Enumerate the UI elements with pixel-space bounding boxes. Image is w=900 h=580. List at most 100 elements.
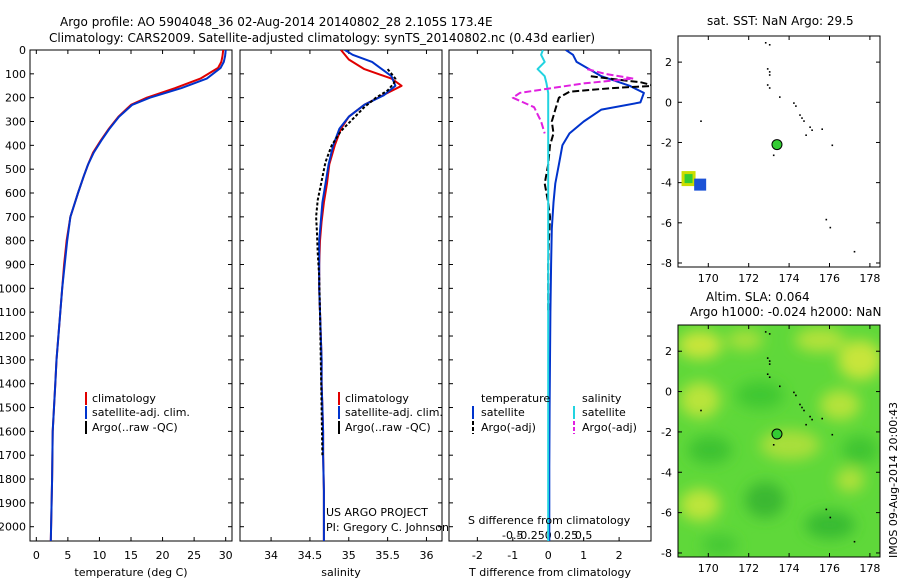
sla-islands [700,331,856,543]
y-tick-label: 1700 [0,449,26,462]
legend-s-satellite: satellite [582,406,626,419]
y-tick-label: -8 [661,257,672,270]
x-tick-label: 174 [779,562,800,575]
x-tick-label: 15 [124,549,138,562]
temperature-panel: 0100200300400500600700800900100011001200… [0,44,233,579]
x-tick-label: 176 [819,562,840,575]
sla-title-line1: Altim. SLA: 0.064 [706,290,810,304]
legend-climatology: climatology [92,392,156,405]
island-dot [799,403,801,406]
series-satellite-adj-clim- [318,50,397,541]
y-tick-label: 0 [665,96,672,109]
x-tick-label: 172 [738,562,759,575]
island-dot [803,120,805,122]
island-dot [801,406,803,409]
y-tick-label: 2000 [0,521,26,534]
x-tick-label: -1 [507,549,518,562]
x-tick-label: 174 [779,272,800,285]
island-dot [700,120,702,122]
island-dot [799,114,801,116]
y-tick-label: 1100 [0,306,26,319]
x-tick-label: 20 [156,549,170,562]
island-dot [829,226,832,229]
x-tick-label: 1 [580,549,587,562]
x-tick-label: 36 [419,549,433,562]
x2-tick-label: 0.25 [554,529,579,542]
y-tick-label: 1900 [0,497,26,510]
island-dot [766,357,769,359]
imos-timestamp: IMOS 09-Aug-2014 20:00:43 [887,402,900,558]
y-tick-label: 500 [5,163,26,176]
y-tick-label: 2 [665,56,672,69]
x-tick-label: 2 [616,549,623,562]
island-dot [779,96,781,98]
island-dot [768,360,771,362]
series-t-satellite [548,50,645,541]
legend-climatology: climatology [345,392,409,405]
island-dot [853,540,856,543]
island-dot [821,417,823,420]
y-tick-label: -4 [661,466,672,479]
island-dot [772,154,775,157]
legend-s-argo: Argo(-adj) [582,421,637,434]
series-climatology [318,50,403,541]
difference-legend: temperature satellite Argo(-adj) salinit… [472,392,637,434]
y-tick-label: 400 [5,139,26,152]
sst-chip-argo [694,178,707,191]
salinity-legend: climatology satellite-adj. clim. Argo(..… [338,392,443,434]
island-dot [795,394,797,397]
island-dot [821,128,823,130]
island-dot [825,218,828,221]
sal-x-axis-label: salinity [321,566,361,579]
temp-series-group [49,50,227,541]
island-dot [805,134,807,136]
island-dot [795,105,797,107]
legend-satellite-adj: satellite-adj. clim. [345,406,443,419]
difference-panel: -2 -1 0 1 2 T difference from climatology -0.5… [448,49,652,579]
island-dot [809,415,811,418]
temperature-legend: climatology satellite-adj. clim. Argo(..… [85,392,190,434]
salinity-panel: 34 34.5 35 35.5 36 salinity [239,49,443,579]
y-tick-label: 1600 [0,425,26,438]
legend-temperature-heading: temperature [481,392,550,405]
island-dot [768,333,771,335]
island-dot [768,363,771,365]
island-dot [779,385,781,388]
island-dot [811,129,813,131]
x-tick-label: 10 [92,549,106,562]
y-tick-label: 1400 [0,378,26,391]
y-tick-label: 0 [19,44,26,57]
y-tick-label: 700 [5,211,26,224]
y-tick-label: 1300 [0,354,26,367]
island-dot [766,68,769,70]
x-tick-label: 170 [698,272,719,285]
y-tick-label: 1200 [0,330,26,343]
series-satellite-adj-clim- [49,50,227,541]
sal-axes-frame [239,49,443,542]
y-tick-label: 600 [5,187,26,200]
sla-heatmap [678,325,880,557]
sst-title: sat. SST: NaN Argo: 29.5 [707,14,854,28]
x-tick-label: 35.5 [375,549,400,562]
island-dot [803,409,805,412]
pi-credit: PI: Gregory C. Johnson [326,521,449,534]
series-argo-raw-qc- [315,68,397,456]
island-dot [766,84,769,86]
figure-title-line2: Climatology: CARS2009. Satellite-adjuste… [49,31,595,45]
x-tick-label: 34 [264,549,278,562]
x-tick-label: 176 [819,272,840,285]
x-tick-label: 0 [33,549,40,562]
legend-salinity-heading: salinity [582,392,622,405]
legend-argo: Argo(..raw -QC) [345,421,431,434]
legend-t-satellite: satellite [481,406,525,419]
island-dot [793,102,795,104]
x-tick-label: -2 [472,549,483,562]
island-dot [831,433,834,436]
island-dot [801,117,803,119]
diff-series-group [511,50,651,541]
sst-map-frame [677,35,881,268]
x2-tick-label: 0.5 [575,529,593,542]
series-t-argo-adj- [543,75,651,313]
temp-x-axis-label: temperature (deg C) [74,566,187,579]
